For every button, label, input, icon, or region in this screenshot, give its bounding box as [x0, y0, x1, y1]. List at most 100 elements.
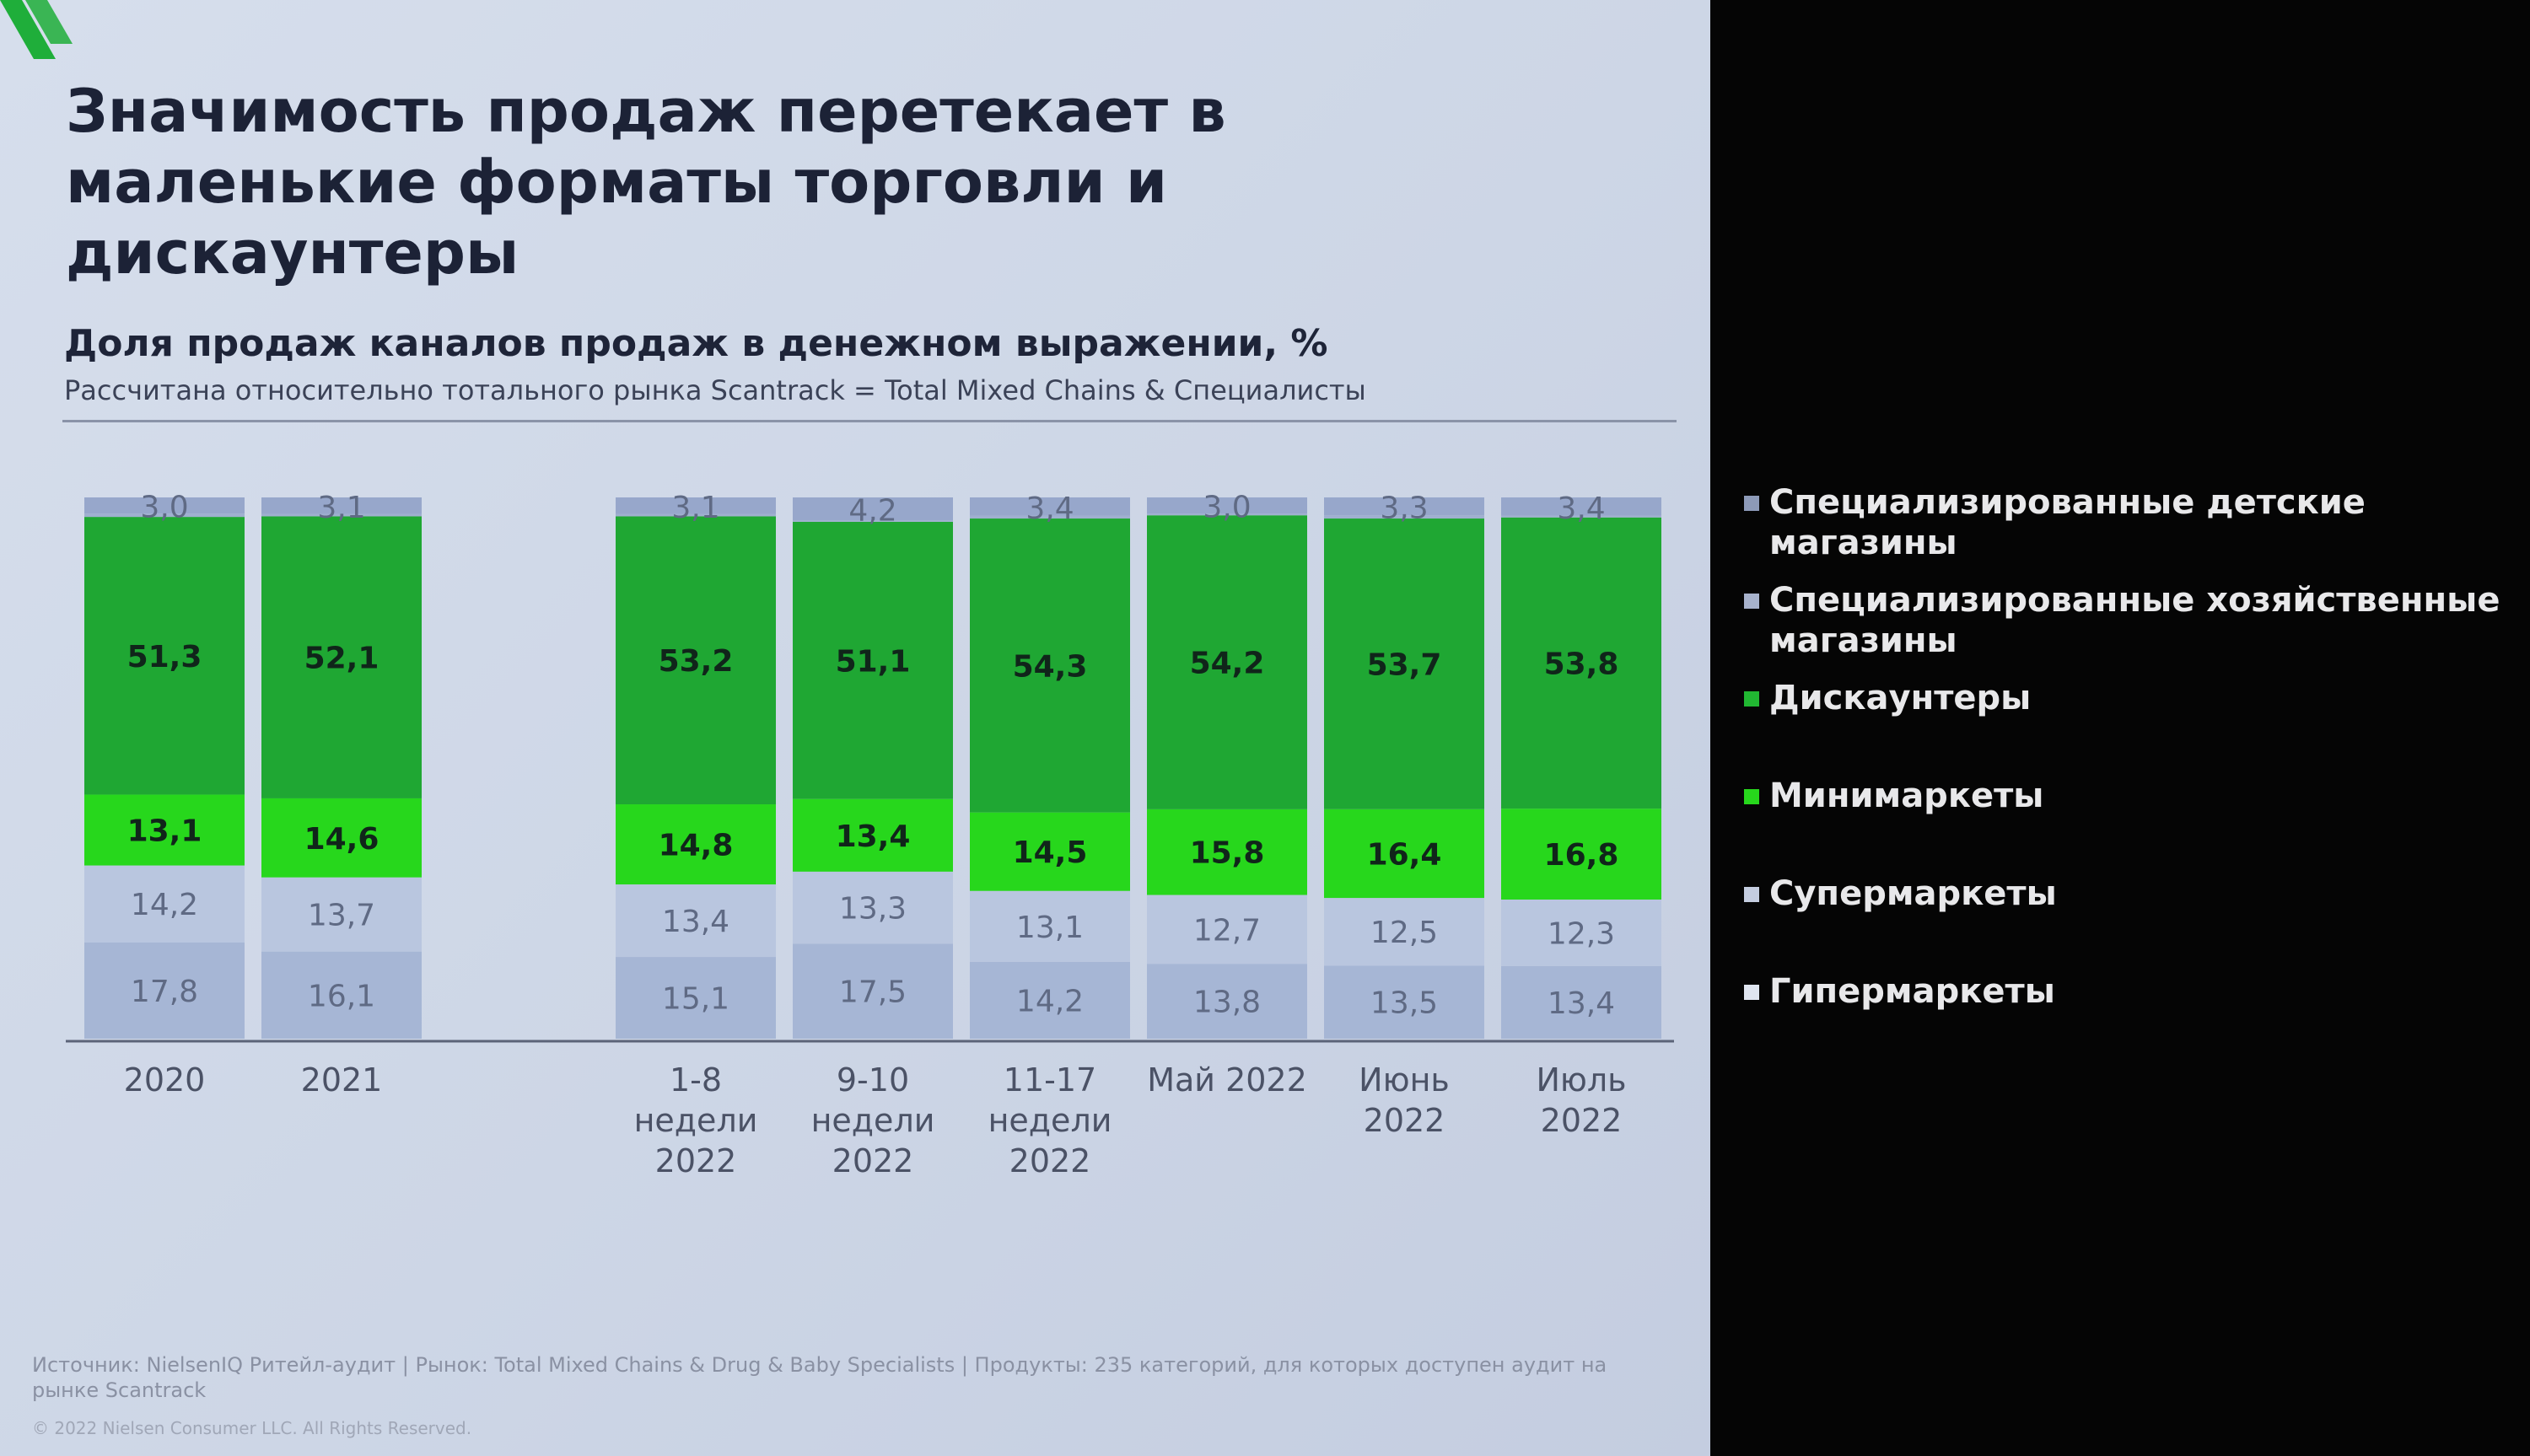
data-label: 3,0 — [140, 491, 188, 525]
legend-label: Минимаркеты — [1769, 776, 2044, 815]
data-label: 53,7 — [1367, 647, 1442, 682]
data-label: 14,5 — [1013, 835, 1088, 870]
legend-label: Специализированные хозяйственные магазин… — [1769, 581, 2500, 660]
legend-swatch-icon — [1744, 985, 1759, 1000]
bar-segment — [970, 515, 1130, 519]
bar-segment — [1147, 895, 1307, 964]
bar-segment — [616, 804, 776, 885]
header-divider — [62, 420, 1677, 422]
data-label: 13,4 — [1548, 986, 1615, 1021]
bar-segment — [84, 865, 245, 943]
bar-segment — [616, 513, 776, 517]
category-label: 2021 — [301, 1061, 383, 1099]
bar-segment — [793, 798, 953, 872]
data-label: 14,6 — [304, 822, 380, 857]
presentation-slide: Значимость продаж перетекает в маленькие… — [0, 0, 1710, 1456]
bar-segment — [1147, 515, 1307, 809]
data-label: 14,2 — [1016, 984, 1084, 1018]
bar-segment — [793, 871, 953, 944]
data-label: 3,3 — [1380, 492, 1428, 526]
bar-segment — [1501, 515, 1661, 518]
data-label: 13,4 — [836, 819, 911, 854]
stacked-bar-chart: 17,8 14,2 13,1 51,3 3,0 2020 16,1 13,7 14,6 52,1 3… — [66, 491, 1674, 1179]
data-label: 51,3 — [127, 640, 202, 674]
bar-segment — [1324, 518, 1484, 809]
legend-item: Супермаркеты — [1744, 873, 2520, 914]
bar-segment — [616, 516, 776, 805]
side-panel — [1710, 0, 2530, 1456]
data-label: 52,1 — [304, 642, 380, 676]
legend-swatch-icon — [1744, 496, 1759, 511]
bar-segment — [84, 794, 245, 866]
bar-segment — [261, 951, 422, 1039]
bar-segment — [1324, 515, 1484, 519]
data-label: 14,8 — [659, 829, 734, 863]
data-label: 53,2 — [659, 644, 734, 679]
category-label: 2022 — [1009, 1142, 1091, 1179]
bar-segment — [1147, 497, 1307, 514]
data-label: 13,1 — [1016, 911, 1084, 945]
legend-item: Минимаркеты — [1744, 776, 2520, 816]
footer-copyright: © 2022 Nielsen Consumer LLC. All Rights … — [32, 1418, 472, 1438]
bar-segment — [84, 942, 245, 1039]
category-label: 1-8 — [670, 1061, 722, 1099]
category-label: 2022 — [832, 1142, 914, 1179]
data-label: 13,4 — [662, 905, 729, 939]
bar-segment — [1324, 809, 1484, 899]
category-label: недели — [988, 1102, 1112, 1139]
bar-segment — [1501, 809, 1661, 900]
data-label: 3,4 — [1557, 492, 1605, 526]
data-label: 15,8 — [1190, 836, 1265, 871]
bar-segment — [1501, 900, 1661, 966]
category-label: Июнь — [1359, 1061, 1450, 1099]
category-label: недели — [634, 1102, 758, 1139]
bar-segment — [261, 877, 422, 952]
bar-segment — [261, 516, 422, 798]
category-label: 2020 — [124, 1061, 206, 1099]
bar-segment — [1147, 809, 1307, 895]
chart-title: Доля продаж каналов продаж в денежном вы… — [64, 322, 1328, 365]
data-label: 14,2 — [131, 888, 198, 922]
bar-segment — [261, 513, 422, 517]
footer-source: Источник: NielsenIQ Ритейл-аудит | Рынок… — [32, 1353, 1607, 1402]
category-label: 11-17 — [1004, 1061, 1096, 1099]
data-label: 3,0 — [1203, 491, 1251, 525]
category-label: Июль — [1536, 1061, 1626, 1099]
data-label: 3,4 — [1025, 492, 1074, 526]
legend-swatch-icon — [1744, 789, 1759, 804]
bar-segment — [616, 497, 776, 514]
legend-item: Гипермаркеты — [1744, 971, 2520, 1012]
bar-segment — [793, 497, 953, 521]
bar-segment — [1324, 965, 1484, 1039]
data-label: 12,7 — [1193, 913, 1261, 948]
bar-segment — [84, 513, 245, 518]
legend-item: Специализированные детские магазины — [1744, 482, 2520, 563]
data-label: 17,5 — [839, 975, 907, 1010]
legend-item: Специализированные хозяйственные магазин… — [1744, 580, 2520, 661]
legend-label: Гипермаркеты — [1769, 972, 2055, 1011]
category-label: недели — [811, 1102, 935, 1139]
data-label: 13,3 — [839, 892, 907, 927]
brand-logo-icon — [0, 0, 73, 59]
data-label: 16,8 — [1544, 838, 1619, 873]
legend-label: Специализированные детские магазины — [1769, 483, 2366, 562]
bar-segment — [1501, 517, 1661, 809]
bar-segment — [616, 957, 776, 1039]
category-label: 9-10 — [837, 1061, 909, 1099]
bar-segment — [1147, 513, 1307, 516]
legend-swatch-icon — [1744, 691, 1759, 707]
bar-segment — [970, 518, 1130, 813]
bar-segment — [970, 497, 1130, 516]
bar-segment — [970, 812, 1130, 891]
legend-label: Супермаркеты — [1769, 874, 2057, 913]
bar-segment — [793, 521, 953, 799]
data-label: 15,1 — [662, 982, 729, 1017]
data-label: 4,2 — [848, 494, 896, 529]
data-label: 12,5 — [1370, 916, 1438, 950]
legend-swatch-icon — [1744, 887, 1759, 902]
category-label: 2022 — [1364, 1102, 1445, 1139]
chart-subtitle: Рассчитана относительно тотального рынка… — [64, 374, 1366, 406]
data-label: 54,2 — [1190, 647, 1265, 681]
legend-item: Дискаунтеры — [1744, 678, 2520, 718]
data-label: 12,3 — [1548, 916, 1615, 951]
